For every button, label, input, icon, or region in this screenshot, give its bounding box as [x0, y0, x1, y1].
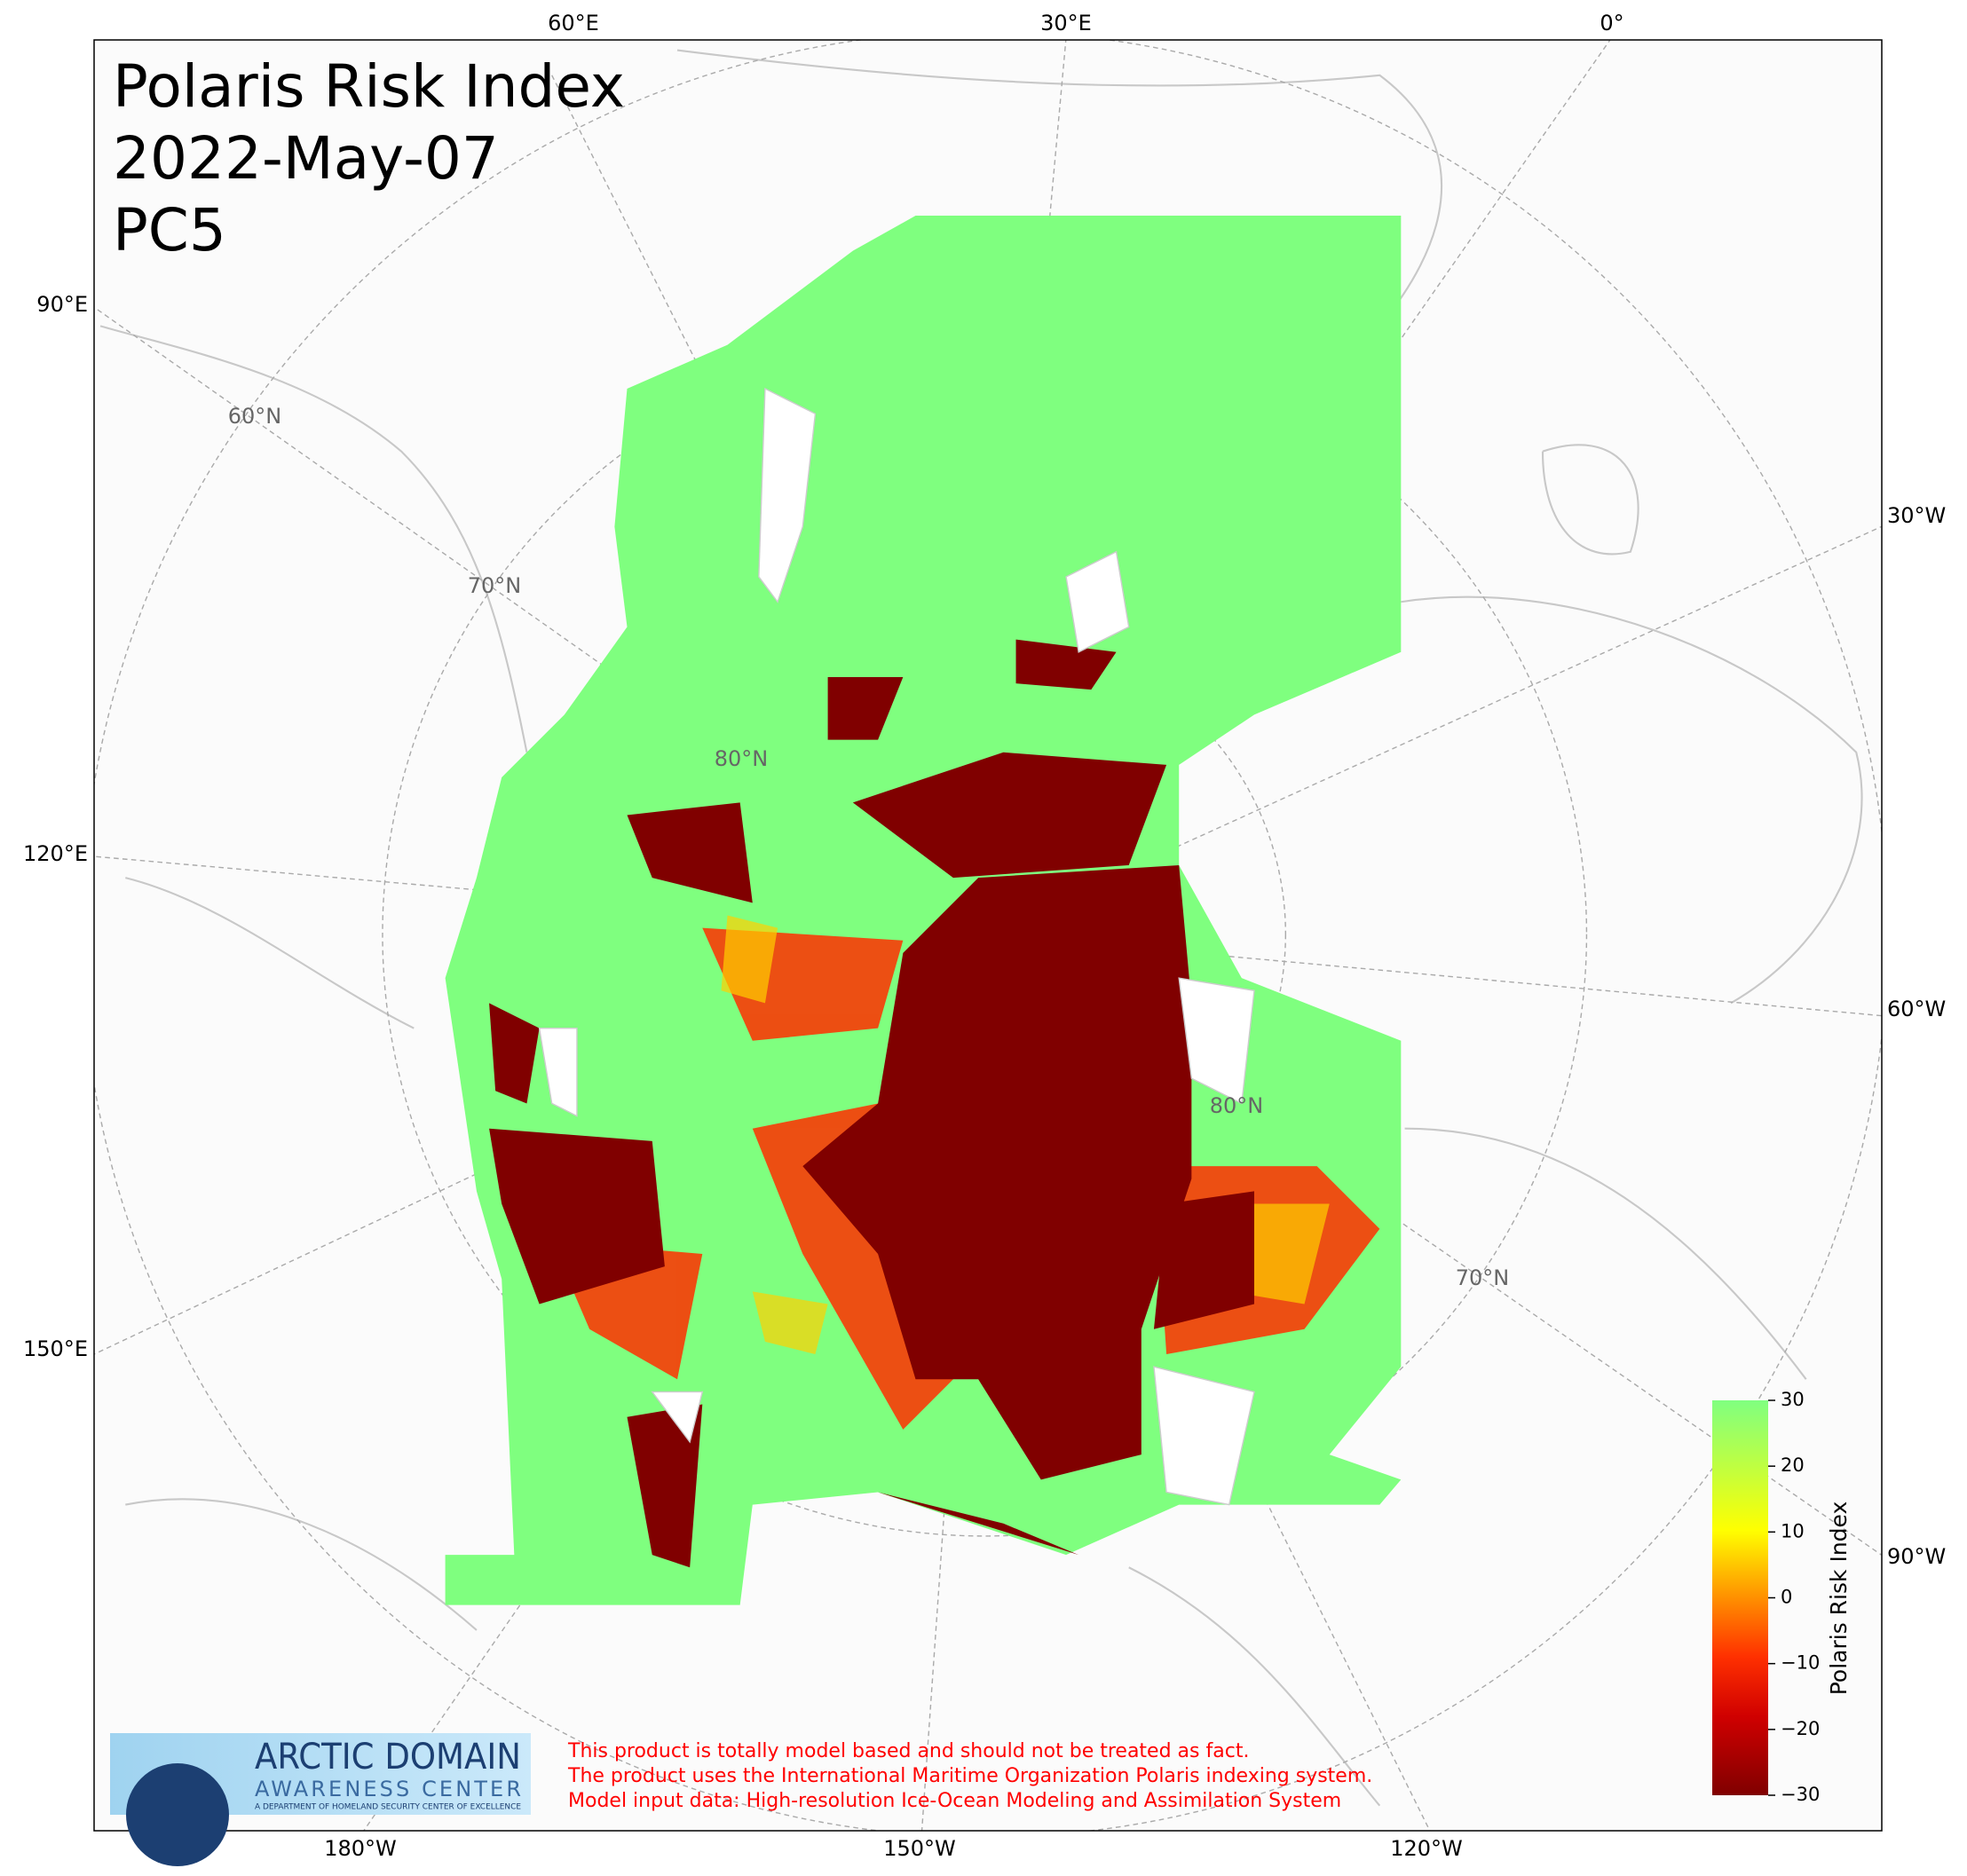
disclaimer-line: The product uses the International Marit…: [567, 1765, 1372, 1787]
longitude-label: 90°W: [1887, 1544, 1946, 1569]
latitude-label: 70°N: [1456, 1265, 1510, 1290]
colorbar-tick-label: −20: [1781, 1718, 1820, 1739]
logo-globe: [126, 1763, 229, 1866]
map-frame: [93, 39, 1883, 1832]
latitude-label: 80°N: [1210, 1093, 1264, 1118]
longitude-label: 180°W: [324, 1836, 397, 1861]
longitude-label: 0°: [1600, 11, 1623, 35]
colorbar-tick-label: 30: [1781, 1389, 1805, 1410]
logo-title: ARCTIC DOMAIN: [255, 1737, 521, 1777]
longitude-label: 120°W: [1390, 1836, 1463, 1861]
coastlines: [99, 49, 1863, 1807]
logo-tagline: A DEPARTMENT OF HOMELAND SECURITY CENTER…: [255, 1803, 521, 1812]
land-masses: [538, 387, 1255, 1506]
map-layer: [94, 40, 1882, 1831]
colorbar-label: Polaris Risk Index: [1826, 1502, 1852, 1696]
longitude-label: 150°E: [23, 1336, 88, 1361]
title-line: PC5: [113, 196, 226, 264]
longitude-label: 30°W: [1887, 503, 1946, 528]
longitude-label: 90°E: [36, 292, 88, 317]
longitude-label: 30°E: [1040, 11, 1092, 35]
colorbar-tick-label: −10: [1781, 1652, 1820, 1674]
colorbar-tick-label: 10: [1781, 1520, 1805, 1541]
title-line: 2022-May-07: [113, 124, 499, 193]
map-content: [94, 40, 1882, 1831]
latitude-label: 80°N: [715, 746, 769, 771]
disclaimer-line: Model input data: High-resolution Ice-Oc…: [568, 1790, 1341, 1812]
colorbar-tick-label: 20: [1781, 1454, 1805, 1476]
longitude-label: 60°E: [548, 11, 599, 35]
colorbar-tick-label: 0: [1781, 1587, 1792, 1608]
colorbar-tick-label: −30: [1781, 1784, 1820, 1805]
latitude-label: 70°N: [468, 573, 522, 598]
longitude-label: 60°W: [1887, 997, 1946, 1021]
logo: ARCTIC DOMAIN AWARENESS CENTER A DEPARTM…: [110, 1733, 531, 1866]
colorbar: [1712, 1400, 1768, 1795]
title-line: Polaris Risk Index: [113, 52, 625, 121]
latitude-label: 60°N: [228, 404, 282, 429]
disclaimer-line: This product is totally model based and …: [567, 1740, 1249, 1762]
longitude-label: 120°E: [23, 841, 88, 866]
longitude-label: 150°W: [883, 1836, 956, 1861]
logo-subtitle: AWARENESS CENTER: [255, 1777, 521, 1801]
